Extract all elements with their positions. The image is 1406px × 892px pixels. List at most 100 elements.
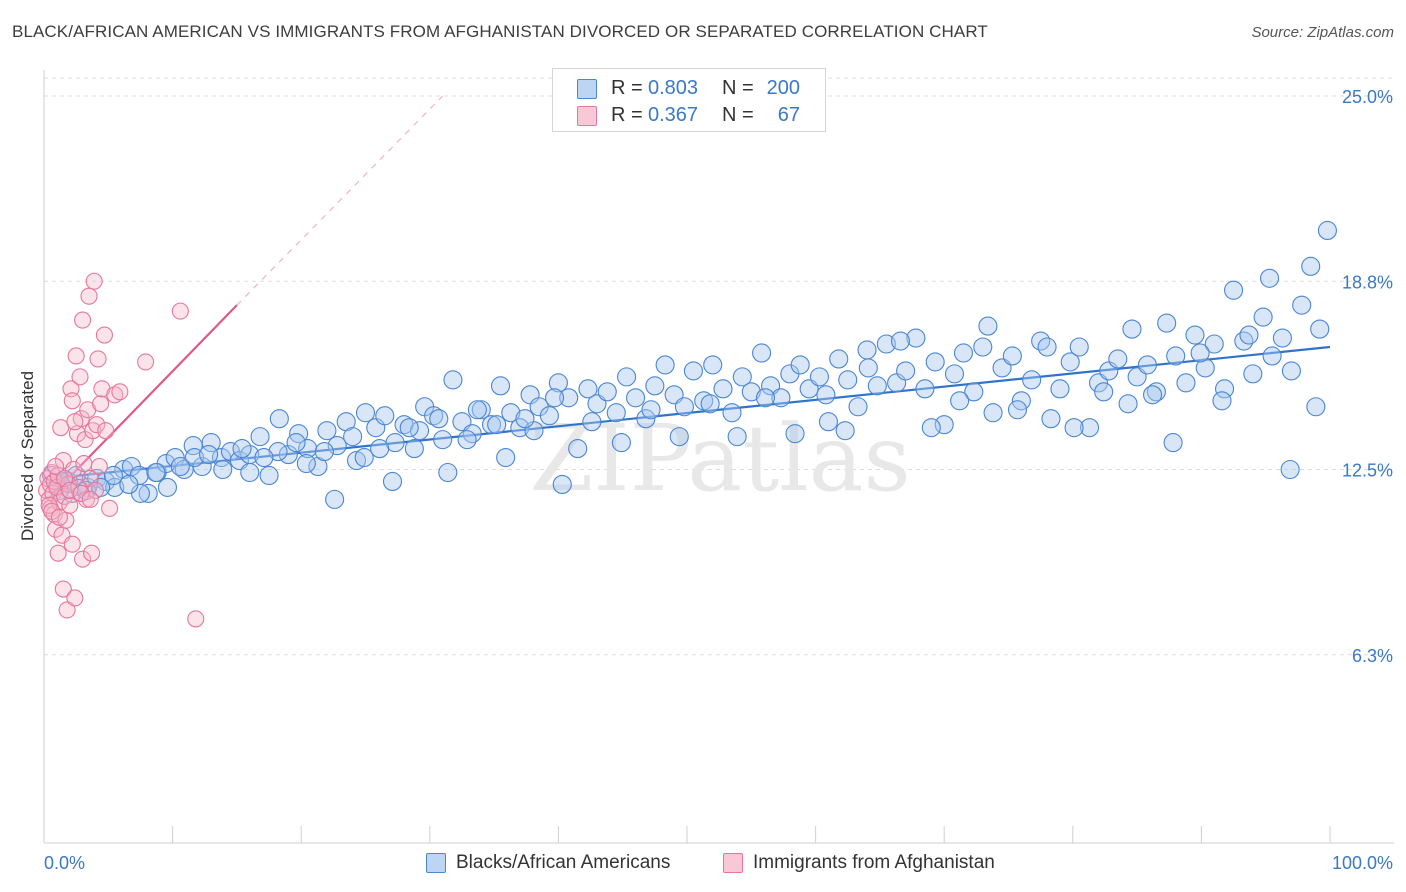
legend-swatch-pink <box>577 106 597 126</box>
data-point-blacks <box>683 361 703 381</box>
data-point-blacks <box>1163 433 1183 453</box>
data-point-blacks <box>741 382 761 402</box>
legend-r-value: 0.803 <box>648 77 699 99</box>
data-point-blacks <box>269 409 289 429</box>
data-point-blacks <box>1142 385 1163 405</box>
data-point-blacks <box>1050 379 1070 399</box>
data-point-afghanistan <box>80 287 98 305</box>
data-point-blacks <box>399 418 419 438</box>
y-tick-label: 12.5% <box>1342 461 1393 481</box>
data-point-afghanistan <box>71 368 89 386</box>
data-point-blacks <box>544 388 565 408</box>
data-point-blacks <box>314 442 334 462</box>
legend-r-label: R = <box>611 104 643 126</box>
data-point-afghanistan <box>106 386 124 404</box>
data-point-blacks <box>1224 280 1244 300</box>
data-point-blacks <box>857 340 877 360</box>
data-point-afghanistan <box>92 395 110 413</box>
data-point-blacks <box>539 406 559 426</box>
data-point-blacks <box>752 343 772 363</box>
data-point-blacks <box>606 403 626 423</box>
data-point-blacks <box>481 415 502 435</box>
data-point-afghanistan <box>49 544 67 562</box>
y-tick-labels: 6.3% 12.5% 18.8% 25.0% <box>1342 87 1393 666</box>
data-point-blacks <box>1306 397 1326 417</box>
data-point-afghanistan <box>83 544 101 562</box>
data-point-blacks <box>501 403 521 423</box>
data-point-blacks <box>490 376 511 396</box>
data-point-blacks <box>835 421 855 441</box>
data-point-blacks <box>404 439 424 459</box>
data-point-blacks <box>1243 364 1263 384</box>
data-point-blacks <box>611 433 631 453</box>
data-point-blacks <box>157 477 178 497</box>
legend-swatch-pink <box>723 853 743 873</box>
data-point-blacks <box>250 427 270 447</box>
data-point-blacks <box>355 403 376 423</box>
data-point-blacks <box>1272 328 1292 348</box>
data-point-blacks <box>876 334 896 354</box>
data-point-blacks <box>713 379 733 399</box>
data-point-blacks <box>457 430 477 450</box>
data-point-afghanistan <box>88 416 106 434</box>
data-point-afghanistan <box>101 499 119 517</box>
data-point-blacks <box>201 433 221 453</box>
data-point-blacks <box>1094 382 1114 402</box>
data-point-blacks <box>703 355 723 375</box>
data-point-blacks <box>732 367 752 387</box>
data-point-blacks <box>1317 220 1337 241</box>
data-point-blacks <box>325 489 345 509</box>
data-point-blacks <box>867 376 887 396</box>
data-point-blacks <box>641 400 661 420</box>
data-point-afghanistan <box>89 350 107 368</box>
data-point-afghanistan <box>187 610 205 628</box>
data-point-blacks <box>298 439 318 459</box>
data-point-afghanistan <box>171 302 189 320</box>
data-point-blacks <box>858 358 878 378</box>
data-point-blacks <box>1176 373 1196 393</box>
data-point-blacks <box>636 409 656 429</box>
data-point-blacks <box>645 376 665 396</box>
data-point-blacks <box>1118 394 1138 414</box>
data-point-afghanistan <box>86 481 104 499</box>
series-afghanistan-points <box>38 272 205 628</box>
data-point-blacks <box>1041 409 1061 429</box>
trend-line-afghanistan-extension <box>236 95 444 306</box>
data-point-blacks <box>1122 319 1142 339</box>
data-point-blacks <box>103 465 123 486</box>
data-point-blacks <box>921 418 941 438</box>
data-point-afghanistan <box>97 422 115 440</box>
chart-title: BLACK/AFRICAN AMERICAN VS IMMIGRANTS FRO… <box>12 22 988 41</box>
data-point-blacks <box>818 412 839 432</box>
x-axis-ticks <box>43 826 1331 843</box>
data-point-blacks <box>1234 331 1254 351</box>
data-point-blacks <box>515 409 535 429</box>
data-point-afghanistan <box>74 550 92 568</box>
data-point-blacks <box>915 379 935 399</box>
data-point-blacks <box>1310 319 1330 339</box>
data-point-blacks <box>438 462 458 483</box>
data-point-blacks <box>1239 325 1259 345</box>
data-point-blacks <box>286 433 306 453</box>
data-point-blacks <box>597 382 617 402</box>
correlation-legend: R = 0.803 N = 200 R = 0.367 N = 67 <box>552 68 826 132</box>
data-point-blacks <box>626 388 646 408</box>
data-point-blacks <box>343 427 363 447</box>
data-point-blacks <box>838 370 858 390</box>
legend-label-blacks: Blacks/African Americans <box>456 852 671 873</box>
legend-row-blacks: R = 0.803 N = 200 <box>553 75 823 101</box>
data-point-blacks <box>568 439 588 459</box>
data-point-blacks <box>617 367 637 387</box>
y-tick-label: 6.3% <box>1352 646 1393 666</box>
data-point-afghanistan <box>58 601 76 619</box>
data-point-blacks <box>268 442 288 462</box>
data-point-blacks <box>433 430 453 450</box>
data-point-blacks <box>496 447 516 468</box>
data-point-blacks <box>1281 361 1301 381</box>
data-point-blacks <box>1064 418 1084 438</box>
data-point-blacks <box>317 421 337 441</box>
data-point-afghanistan <box>50 508 68 526</box>
data-point-blacks <box>1214 379 1235 399</box>
data-point-blacks <box>296 453 316 474</box>
